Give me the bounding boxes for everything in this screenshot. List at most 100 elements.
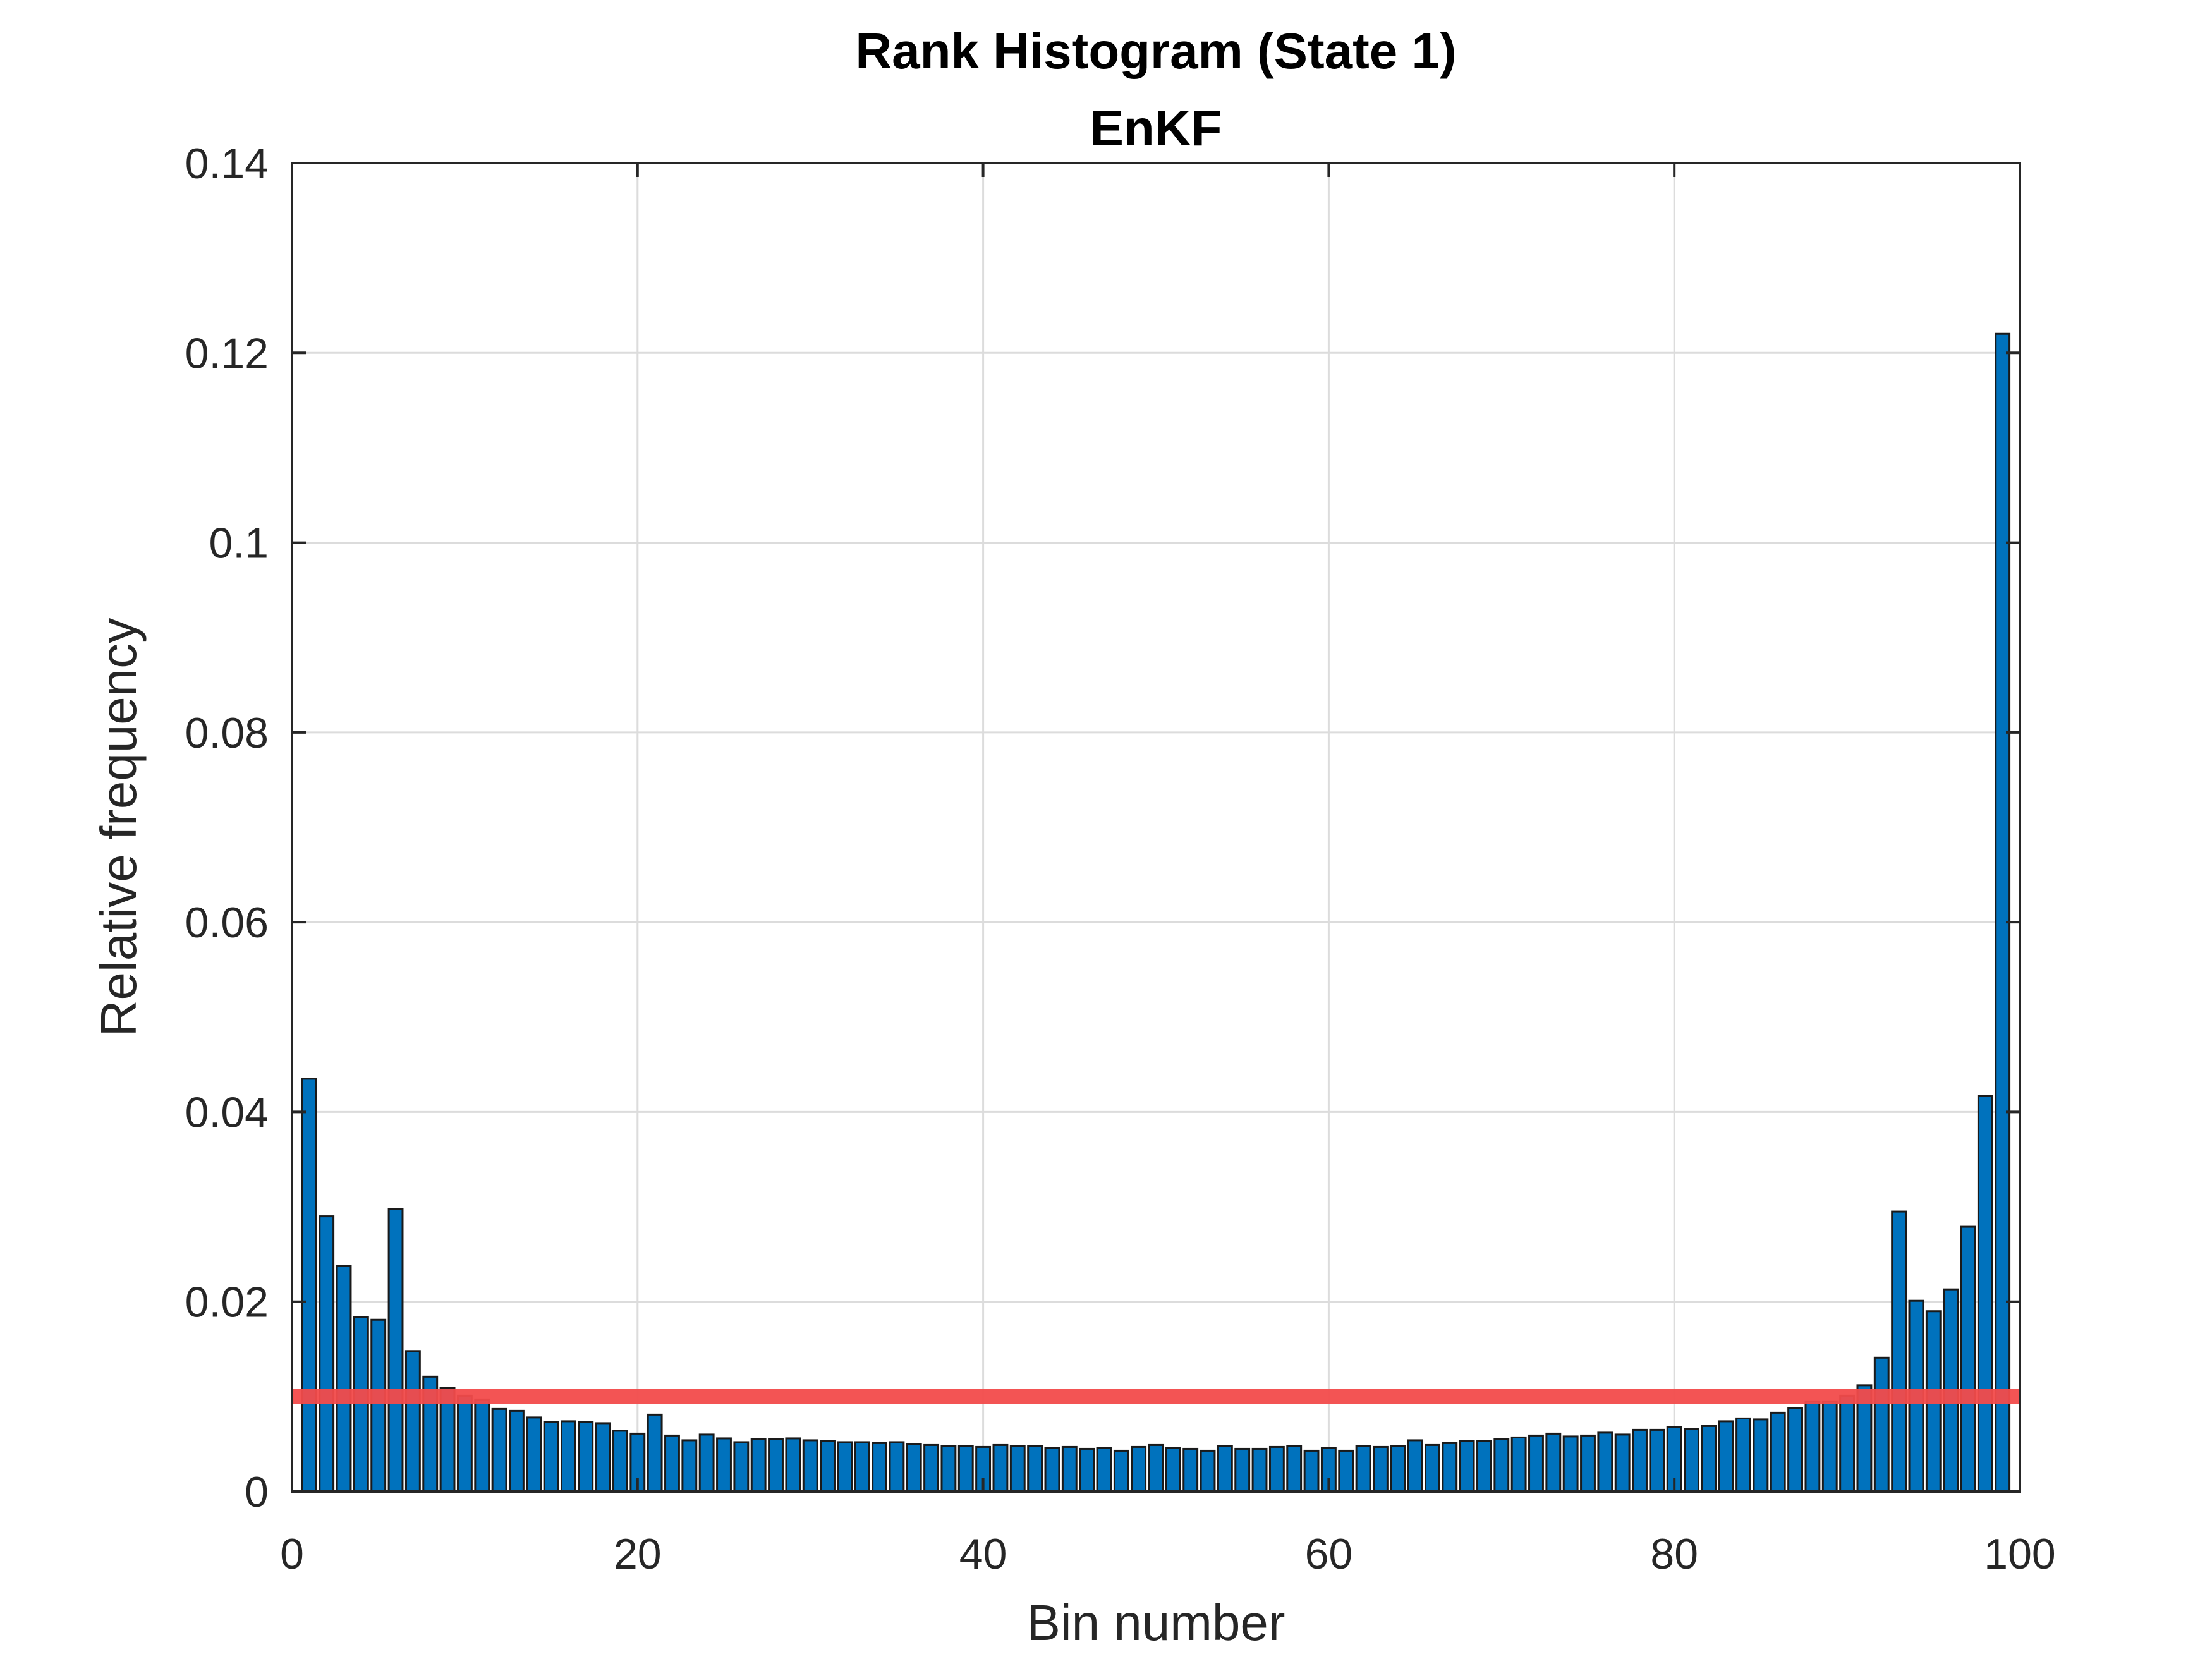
histogram-bar-13 [508,1409,525,1493]
chart-subtitle: EnKF [1090,100,1222,156]
histogram-bar-27 [750,1438,767,1493]
histogram-bar-29 [785,1437,801,1493]
histogram-bar-23 [681,1439,698,1493]
histogram-bar-69 [1476,1440,1492,1493]
y-tick-label: 0.08 [185,709,269,757]
histogram-bar-12 [491,1407,507,1493]
histogram-bar-30 [802,1439,818,1493]
x-tick-label: 60 [1305,1530,1353,1578]
histogram-bar-72 [1528,1434,1544,1493]
plot-area-background [292,163,2020,1492]
histogram-bar-43 [1027,1445,1043,1493]
y-tick-label: 0.04 [185,1088,269,1136]
histogram-bar-35 [889,1441,905,1493]
histogram-bar-70 [1493,1438,1510,1493]
histogram-bar-81 [1684,1428,1699,1493]
y-tick-label: 0.14 [185,140,269,188]
histogram-bar-78 [1632,1428,1648,1493]
histogram-bar-75 [1580,1434,1596,1493]
histogram-bar-65 [1407,1439,1423,1493]
histogram-bar-34 [872,1442,887,1493]
histogram-bar-17 [578,1421,594,1493]
histogram-bar-56 [1251,1447,1268,1493]
histogram-bar-92 [1873,1356,1890,1493]
histogram-bar-50 [1148,1443,1164,1493]
x-tick-label: 80 [1650,1530,1698,1578]
histogram-bar-28 [768,1438,784,1493]
histogram-bar-24 [698,1433,715,1493]
histogram-bar-89 [1821,1400,1838,1493]
y-axis-label: Relative frequency [90,618,147,1037]
histogram-bar-54 [1217,1445,1233,1493]
x-tick-label: 0 [280,1530,304,1578]
y-tick-label: 0.02 [185,1279,269,1327]
histogram-bar-31 [820,1440,836,1493]
x-tick-label: 40 [959,1530,1007,1578]
histogram-bar-5 [370,1318,387,1493]
histogram-bar-87 [1787,1407,1804,1493]
histogram-bar-79 [1649,1428,1665,1493]
x-axis-label: Bin number [1026,1595,1285,1651]
histogram-bar-39 [957,1445,974,1493]
histogram-bar-90 [1839,1394,1856,1493]
histogram-bar-48 [1113,1449,1129,1493]
x-tick-label: 100 [1984,1530,2055,1578]
histogram-bar-46 [1079,1447,1095,1493]
plot-area-frame [291,162,2021,1493]
histogram-bar-1 [301,1078,317,1493]
axis-ticks [291,162,2021,1493]
histogram-bar-21 [647,1413,663,1493]
histogram-bar-47 [1096,1447,1112,1493]
histogram-bar-82 [1701,1425,1717,1493]
histogram-bar-85 [1753,1418,1769,1493]
histogram-bar-63 [1372,1445,1389,1493]
histogram-bar-88 [1804,1400,1821,1493]
histogram-bar-33 [854,1441,870,1493]
histogram-bar-42 [1009,1445,1026,1493]
histogram-bar-73 [1545,1432,1562,1493]
histogram-bar-22 [664,1434,680,1493]
histogram-bar-38 [940,1445,957,1493]
histogram-bar-19 [612,1430,628,1493]
histogram-bar-59 [1303,1449,1320,1493]
y-tick-label: 0.1 [209,520,269,568]
y-tick-label: 0 [245,1468,269,1516]
histogram-bar-58 [1286,1445,1303,1493]
histogram-bar-10 [456,1394,473,1493]
histogram-bar-64 [1390,1445,1406,1493]
histogram-bar-49 [1131,1445,1147,1493]
histogram-bar-41 [992,1443,1009,1493]
histogram-bar-36 [906,1443,922,1493]
y-tick-label: 0.12 [185,329,269,377]
histogram-bar-44 [1044,1447,1060,1493]
histogram-bar-61 [1338,1449,1354,1493]
histogram-bar-74 [1562,1435,1579,1493]
histogram-bar-18 [595,1422,611,1493]
histogram-bar-55 [1234,1447,1251,1493]
histogram-bar-11 [474,1398,490,1493]
histogram-bar-6 [387,1208,404,1493]
histogram-bar-45 [1061,1445,1078,1493]
histogram-bar-7 [404,1350,421,1493]
histogram-bar-98 [1977,1095,1993,1493]
histogram-bar-16 [561,1420,576,1493]
histogram-bar-15 [543,1421,559,1493]
x-tick-labels: 0 20 40 60 80 100 [280,1530,2056,1578]
histogram-bar-62 [1355,1445,1371,1493]
histogram-bar-84 [1735,1417,1751,1493]
histogram-bar-53 [1200,1449,1216,1493]
histogram-bar-76 [1597,1431,1613,1493]
x-tick-label: 20 [614,1530,662,1578]
histogram-bar-32 [837,1441,853,1493]
histogram-bar-14 [526,1416,542,1493]
histogram-bar-86 [1770,1411,1786,1493]
y-tick-labels: 0 0.02 0.04 0.06 0.08 0.1 0.12 0.14 [185,140,269,1516]
histogram-bar-4 [353,1316,369,1493]
histogram-bar-25 [716,1437,732,1493]
histogram-bar-68 [1459,1440,1475,1493]
histogram-bar-97 [1960,1225,1976,1493]
histogram-bar-77 [1614,1433,1631,1493]
y-tick-label: 0.06 [185,899,269,947]
chart-title: Rank Histogram (State 1) [855,23,1456,79]
